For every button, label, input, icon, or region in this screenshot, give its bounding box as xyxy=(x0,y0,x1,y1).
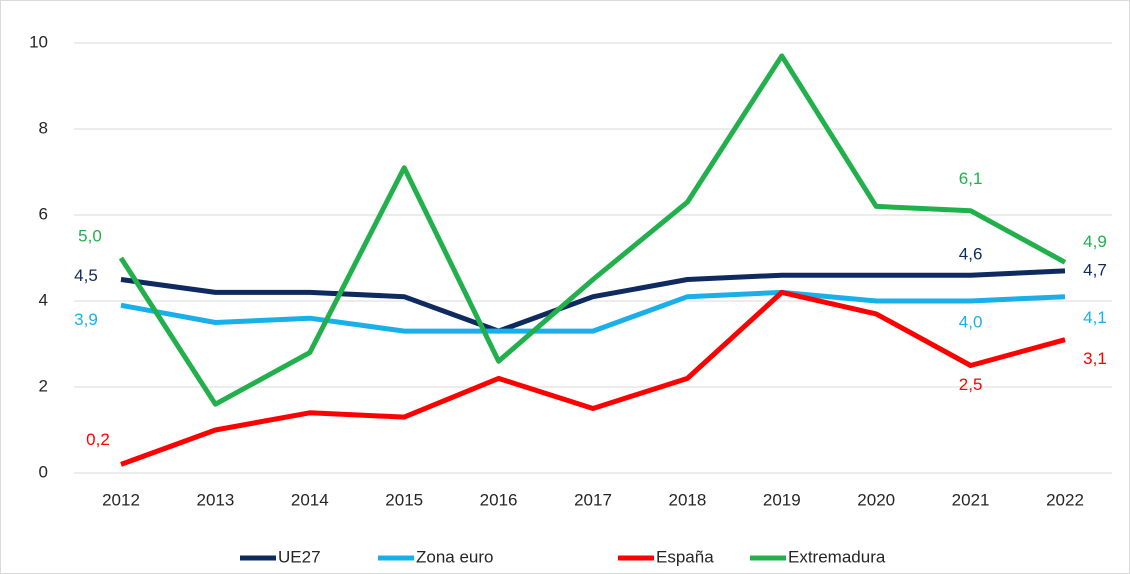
x-tick-label: 2021 xyxy=(952,490,990,509)
data-label: 4,5 xyxy=(74,266,98,285)
y-tick-label: 6 xyxy=(39,204,48,223)
data-label: 4,0 xyxy=(959,312,983,331)
legend-label: UE27 xyxy=(278,547,321,566)
data-label: 2,5 xyxy=(959,375,983,394)
data-label: 6,1 xyxy=(959,169,983,188)
data-label: 4,9 xyxy=(1083,232,1107,251)
x-tick-label: 2013 xyxy=(196,490,234,509)
x-tick-label: 2022 xyxy=(1046,490,1084,509)
legend-label: Extremadura xyxy=(788,547,886,566)
series-line xyxy=(120,289,1066,334)
series-line xyxy=(120,289,1066,467)
y-tick-label: 0 xyxy=(39,462,48,481)
series-line xyxy=(120,268,1066,334)
x-tick-label: 2012 xyxy=(102,490,140,509)
y-tick-label: 2 xyxy=(39,376,48,395)
x-tick-label: 2020 xyxy=(857,490,895,509)
data-label: 0,2 xyxy=(86,430,110,449)
x-tick-label: 2014 xyxy=(291,490,329,509)
data-label: 4,1 xyxy=(1083,308,1107,327)
legend-label: Zona euro xyxy=(416,547,494,566)
x-tick-label: 2018 xyxy=(668,490,706,509)
data-label: 3,9 xyxy=(74,310,98,329)
x-tick-label: 2015 xyxy=(385,490,423,509)
series-line xyxy=(118,53,1067,407)
data-label: 5,0 xyxy=(78,226,102,245)
y-tick-label: 8 xyxy=(39,118,48,137)
x-tick-label: 2017 xyxy=(574,490,612,509)
x-tick-label: 2019 xyxy=(763,490,801,509)
legend-label: España xyxy=(656,547,714,566)
data-label: 4,7 xyxy=(1083,260,1107,279)
data-label: 4,6 xyxy=(959,245,983,264)
y-tick-label: 10 xyxy=(29,32,48,51)
y-tick-label: 4 xyxy=(39,290,48,309)
x-tick-label: 2016 xyxy=(480,490,518,509)
data-label: 3,1 xyxy=(1083,349,1107,368)
